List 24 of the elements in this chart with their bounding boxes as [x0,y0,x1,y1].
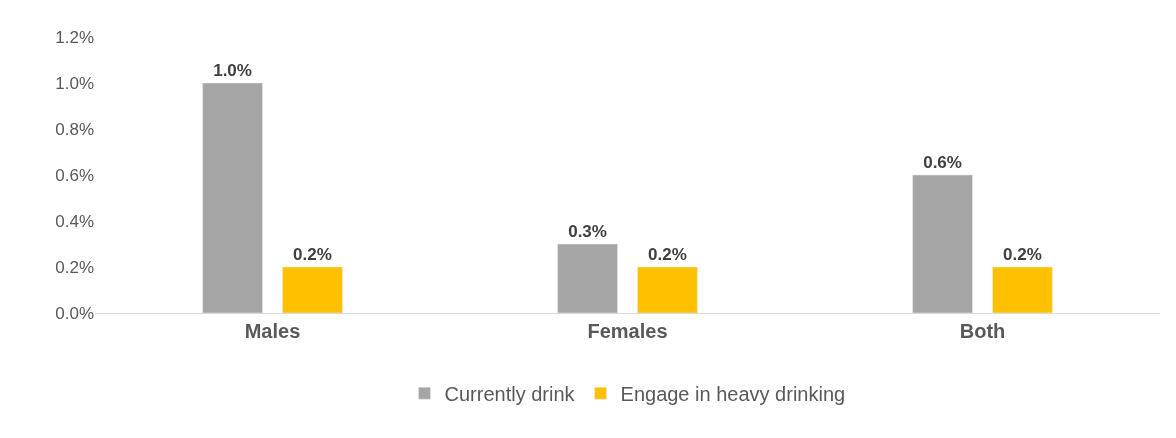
bar [282,266,343,313]
y-tick-label: 0.6% [55,165,94,185]
x-tick-label: Males [244,320,301,342]
y-tick-label: 0.0% [55,303,94,323]
data-label: 0.2% [648,245,687,264]
data-label: 0.3% [568,222,607,241]
data-label: 1.0% [213,61,252,80]
y-tick-label: 0.8% [55,119,94,139]
bar [557,243,618,313]
y-tick-label: 0.4% [55,211,94,231]
data-label: 0.2% [293,245,332,264]
y-tick-label: 0.2% [55,257,94,277]
legend-label: Engage in heavy drinking [620,383,846,406]
x-tick-label: Both [959,320,1006,342]
data-label: 0.6% [923,153,962,172]
x-tick-label: Females [587,320,668,342]
legend-label: Currently drink [444,383,576,406]
bar [202,82,263,313]
y-tick-label: 1.0% [55,73,94,93]
bar [637,266,698,313]
bar [992,266,1053,313]
data-label: 0.2% [1003,245,1042,264]
y-tick-label: 1.2% [55,27,94,47]
bar [912,174,973,313]
